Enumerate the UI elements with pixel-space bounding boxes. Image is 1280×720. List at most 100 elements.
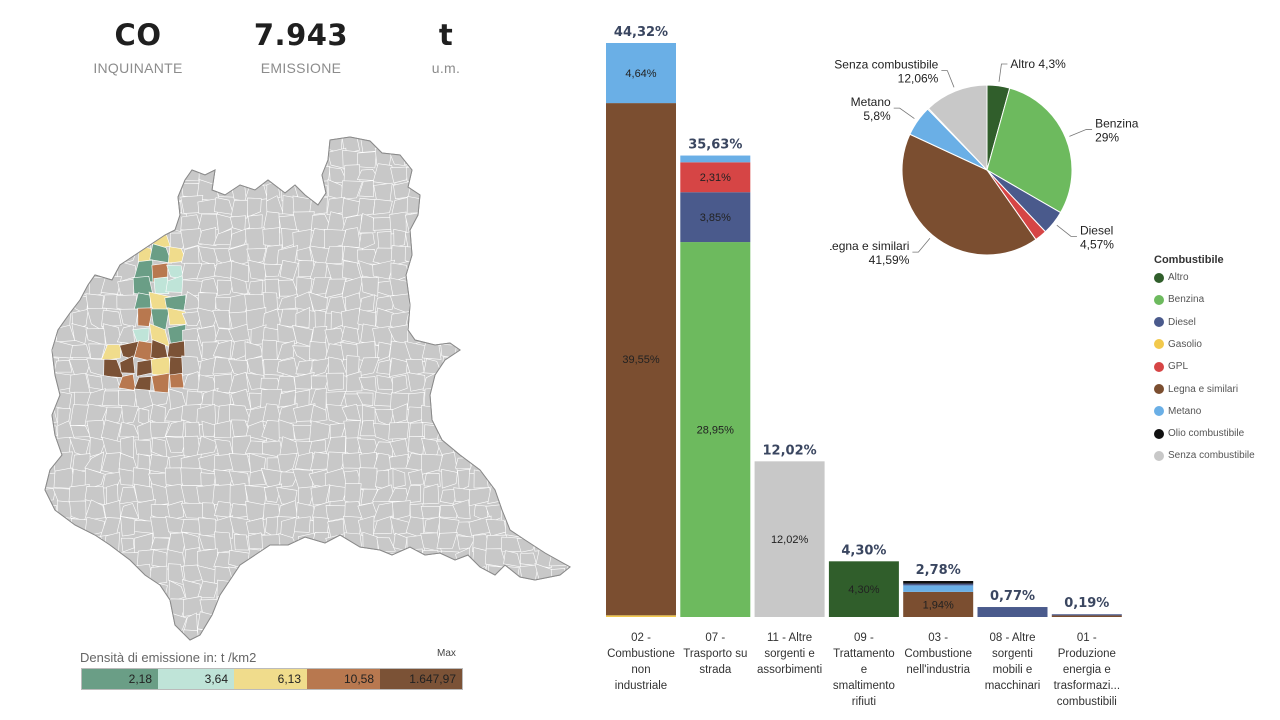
municipality-shape[interactable] — [55, 135, 74, 150]
municipality-shape[interactable] — [297, 566, 316, 585]
municipality-shape[interactable] — [453, 136, 471, 155]
municipality-shape[interactable] — [470, 292, 490, 315]
municipality-shape[interactable] — [247, 548, 267, 566]
bar-segment[interactable] — [977, 607, 1048, 617]
municipality-shape[interactable] — [327, 552, 344, 567]
bar-segment[interactable] — [680, 242, 751, 617]
municipality-shape[interactable] — [68, 211, 87, 234]
municipality-shape[interactable] — [100, 168, 124, 185]
municipality-shape[interactable] — [566, 211, 575, 233]
municipality-shape[interactable] — [311, 582, 328, 603]
municipality-shape[interactable] — [468, 435, 492, 454]
municipality-shape[interactable] — [132, 164, 155, 186]
municipality-shape[interactable] — [533, 389, 550, 410]
municipality-shape[interactable] — [148, 196, 171, 218]
municipality-shape[interactable] — [245, 420, 268, 442]
municipality-shape[interactable] — [553, 264, 571, 279]
municipality-shape[interactable] — [84, 135, 108, 152]
municipality-shape[interactable] — [233, 534, 249, 551]
municipality-shape[interactable] — [550, 568, 566, 587]
municipality-shape[interactable] — [357, 628, 378, 645]
municipality-shape[interactable] — [101, 614, 124, 631]
municipality-shape[interactable] — [133, 612, 155, 634]
municipality-shape[interactable] — [116, 228, 137, 249]
municipality-shape[interactable] — [534, 246, 556, 267]
municipality-shape[interactable] — [487, 628, 508, 645]
municipality-shape[interactable] — [182, 596, 203, 617]
municipality-shape[interactable] — [537, 517, 555, 536]
municipality-shape[interactable] — [566, 294, 575, 314]
municipality-shape[interactable] — [328, 485, 348, 503]
bar-segment[interactable] — [903, 583, 974, 586]
municipality-shape[interactable] — [40, 244, 60, 266]
municipality-shape[interactable] — [452, 197, 473, 218]
municipality-shape[interactable] — [341, 180, 363, 200]
municipality-shape[interactable] — [374, 598, 395, 618]
municipality-shape[interactable] — [276, 165, 299, 184]
municipality-shape[interactable] — [568, 486, 575, 503]
municipality-shape[interactable] — [552, 183, 571, 203]
municipality-shape[interactable] — [409, 291, 427, 310]
municipality-shape[interactable] — [277, 453, 298, 475]
municipality-shape[interactable] — [502, 183, 523, 202]
municipality-shape[interactable] — [134, 628, 152, 645]
municipality-shape[interactable] — [422, 197, 444, 219]
municipality-shape[interactable] — [503, 408, 524, 424]
municipality-shape[interactable] — [566, 245, 575, 265]
municipality-shape[interactable] — [501, 312, 521, 327]
municipality-shape[interactable] — [357, 565, 378, 587]
municipality-shape[interactable] — [280, 596, 299, 616]
municipality-shape[interactable] — [40, 390, 57, 407]
municipality-shape[interactable] — [85, 595, 108, 618]
municipality-shape[interactable] — [102, 582, 119, 602]
municipality-shape[interactable] — [408, 580, 428, 601]
municipality-shape[interactable] — [279, 471, 300, 488]
municipality-shape[interactable] — [420, 277, 439, 296]
municipality-shape[interactable] — [552, 627, 569, 645]
municipality-shape[interactable] — [152, 147, 168, 170]
municipality-shape[interactable] — [490, 339, 507, 360]
municipality-shape[interactable] — [309, 565, 332, 585]
municipality-shape[interactable] — [296, 596, 316, 618]
municipality-shape[interactable] — [500, 585, 524, 600]
municipality-shape[interactable] — [169, 372, 185, 389]
municipality-shape[interactable] — [100, 149, 123, 169]
municipality-shape[interactable] — [309, 615, 331, 632]
municipality-shape[interactable] — [276, 148, 299, 169]
municipality-shape[interactable] — [469, 580, 490, 601]
municipality-shape[interactable] — [121, 404, 139, 425]
municipality-shape[interactable] — [517, 215, 536, 233]
municipality-shape[interactable] — [120, 537, 135, 553]
municipality-shape[interactable] — [518, 152, 537, 170]
municipality-shape[interactable] — [133, 197, 156, 218]
municipality-shape[interactable] — [551, 376, 570, 393]
municipality-shape[interactable] — [119, 308, 139, 328]
municipality-shape[interactable] — [263, 263, 282, 278]
municipality-shape[interactable] — [120, 163, 139, 187]
municipality-shape[interactable] — [422, 147, 439, 168]
municipality-shape[interactable] — [551, 243, 569, 266]
municipality-shape[interactable] — [409, 261, 428, 283]
pie-slice[interactable] — [927, 84, 988, 172]
municipality-shape[interactable] — [234, 616, 249, 629]
municipality-shape[interactable] — [488, 307, 506, 331]
municipality-shape[interactable] — [214, 420, 232, 438]
municipality-shape[interactable] — [100, 197, 122, 219]
municipality-shape[interactable] — [52, 611, 76, 633]
municipality-shape[interactable] — [468, 612, 488, 633]
municipality-shape[interactable] — [153, 613, 171, 635]
municipality-shape[interactable] — [532, 199, 554, 219]
municipality-shape[interactable] — [277, 323, 298, 344]
municipality-shape[interactable] — [438, 277, 454, 299]
municipality-shape[interactable] — [516, 243, 535, 262]
municipality-shape[interactable] — [246, 612, 267, 633]
municipality-shape[interactable] — [245, 227, 266, 251]
municipality-shape[interactable] — [388, 421, 410, 440]
municipality-shape[interactable] — [213, 611, 233, 635]
bar-segment[interactable] — [680, 162, 751, 193]
municipality-shape[interactable] — [500, 339, 523, 362]
municipality-shape[interactable] — [436, 262, 459, 281]
municipality-shape[interactable] — [552, 356, 570, 375]
municipality-shape[interactable] — [167, 163, 183, 187]
municipality-shape[interactable] — [487, 231, 505, 248]
